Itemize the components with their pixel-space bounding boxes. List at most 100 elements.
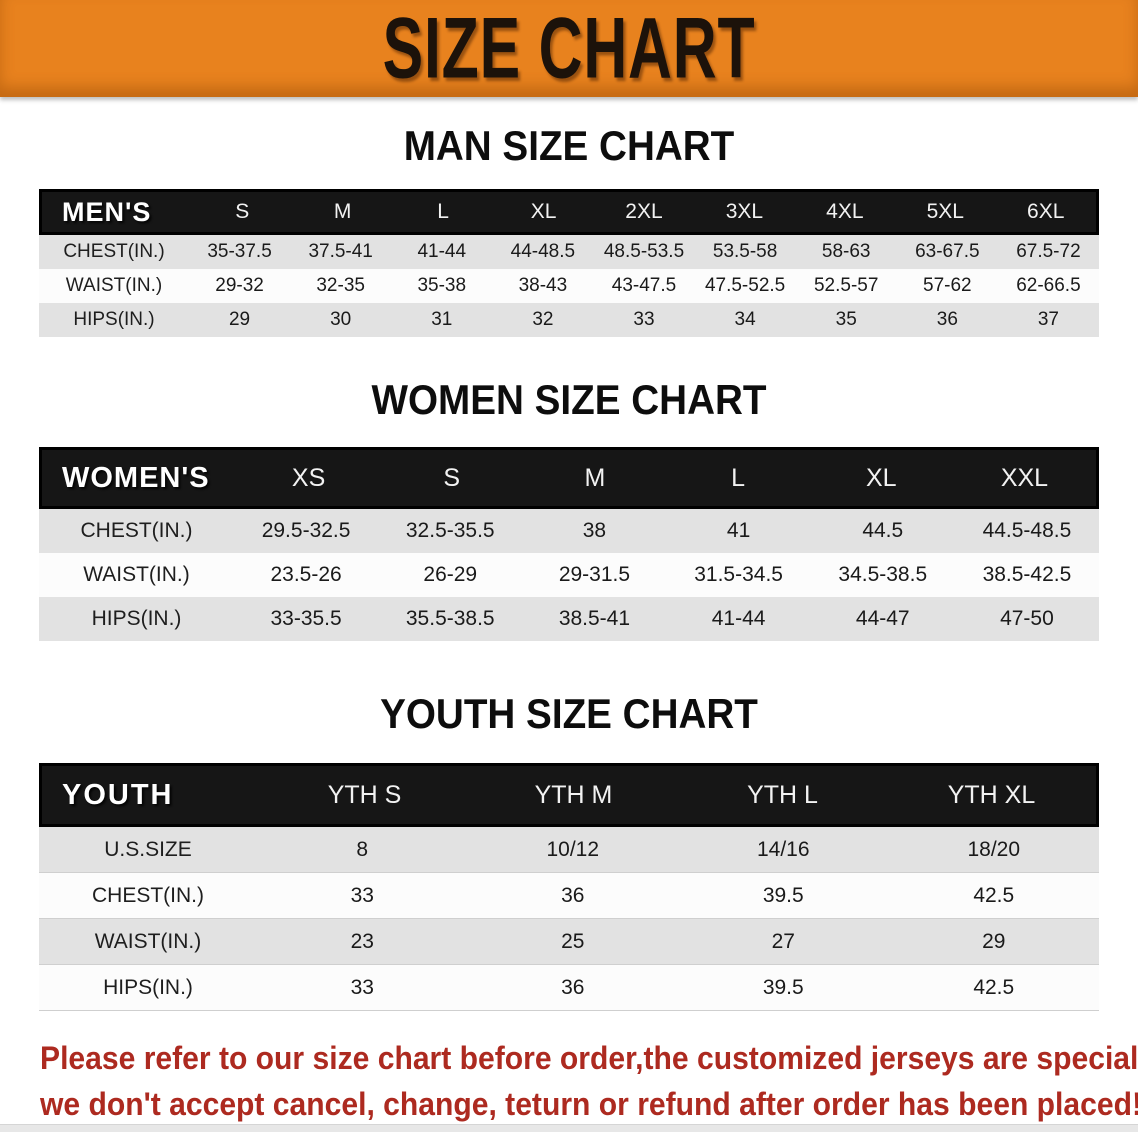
row-label: U.S.SIZE <box>104 837 192 861</box>
table-row: CHEST(IN.) 35-37.5 37.5-41 41-44 44-48.5 48.… <box>39 235 1099 269</box>
order-notice: Please refer to our size chart before or… <box>40 1035 1138 1127</box>
table-row: HIPS(IN.) 33-35.5 35.5-38.5 38.5-41 41-44 44… <box>39 597 1099 641</box>
size-column-header: XL <box>865 463 897 492</box>
size-value-cell: 39.5 <box>762 883 804 907</box>
size-value-cell: 58-63 <box>821 241 871 262</box>
size-value-cell: 29-31.5 <box>558 563 631 586</box>
row-values: 29-32 32-35 35-38 38-43 43-47.5 47.5-52.5 52.5… <box>189 275 1099 297</box>
size-value-cell: 29.5-32.5 <box>261 519 351 542</box>
row-values: 33-35.5 35.5-38.5 38.5-41 41-44 44-47 47-50 <box>234 607 1099 631</box>
size-value-cell: 62-66.5 <box>1016 275 1081 296</box>
size-value-cell: 33-35.5 <box>270 607 342 630</box>
women-table-header: WOMEN'S XS S M L XL XXL <box>39 447 1099 509</box>
size-value-cell: 38-43 <box>518 275 568 296</box>
size-value-cell: 53.5-58 <box>712 241 778 262</box>
size-value-cell: 44-47 <box>855 607 910 630</box>
size-value-cell: 18/20 <box>967 837 1021 861</box>
size-value-cell: 32.5-35.5 <box>405 519 495 542</box>
size-value-cell: 38.5-42.5 <box>982 563 1072 586</box>
row-values: 29.5-32.5 32.5-35.5 38 41 44.5 44.5-48.5 <box>234 519 1099 543</box>
row-label: WAIST(IN.) <box>65 275 163 296</box>
youth-table-header: YOUTH YTH S YTH M YTH L YTH XL <box>39 763 1099 827</box>
size-column-header: M <box>584 463 606 492</box>
size-column-header: YTH S <box>327 780 402 809</box>
order-notice-line1: Please refer to our size chart before or… <box>40 1040 1138 1076</box>
size-value-cell: 37.5-41 <box>308 241 373 262</box>
size-value-cell: 52.5-57 <box>813 275 879 296</box>
size-value-cell: 36 <box>561 975 585 999</box>
order-notice-line2: we don't accept cancel, change, teturn o… <box>40 1086 1138 1122</box>
size-value-cell: 29-32 <box>215 275 264 296</box>
women-size-columns: XS S M L XL XXL <box>237 464 1096 493</box>
size-column-header: 2XL <box>625 200 663 223</box>
size-value-cell: 41 <box>726 519 751 542</box>
row-values: 29 30 31 32 33 34 35 36 37 <box>189 309 1099 331</box>
size-value-cell: 67.5-72 <box>1016 241 1081 262</box>
size-value-cell: 42.5 <box>973 975 1015 999</box>
table-row: HIPS(IN.) 29 30 31 32 33 34 35 36 37 <box>39 303 1099 337</box>
size-value-cell: 33 <box>350 975 374 999</box>
man-table-header-label: MEN'S <box>62 196 152 227</box>
size-column-header: XS <box>291 463 326 492</box>
women-table-header-label: WOMEN'S <box>62 461 210 494</box>
size-value-cell: 35-38 <box>417 275 467 296</box>
size-value-cell: 23 <box>350 929 374 953</box>
size-value-cell: 33 <box>633 309 655 330</box>
size-value-cell: 34.5-38.5 <box>838 563 928 586</box>
size-value-cell: 30 <box>330 309 352 330</box>
table-row: U.S.SIZE 8 10/12 14/16 18/20 <box>39 827 1099 873</box>
size-value-cell: 38.5-41 <box>558 607 631 630</box>
size-value-cell: 23.5-26 <box>270 563 342 586</box>
women-size-table: WOMEN'S XS S M L XL XXL CHEST(IN.) 29.5-32.5 3… <box>39 447 1099 641</box>
youth-table-header-label: YOUTH <box>62 778 174 811</box>
size-column-header: XL <box>530 200 557 223</box>
size-value-cell: 27 <box>771 929 795 953</box>
size-value-cell: 32 <box>532 309 554 330</box>
size-value-cell: 41-44 <box>711 607 766 630</box>
size-value-cell: 29 <box>982 929 1006 953</box>
size-value-cell: 36 <box>936 309 958 330</box>
row-values: 33 36 39.5 42.5 <box>257 884 1099 908</box>
size-value-cell: 43-47.5 <box>611 275 677 296</box>
size-value-cell: 35-37.5 <box>207 241 272 262</box>
banner-title: SIZE CHART <box>382 0 756 97</box>
size-column-header: YTH M <box>534 780 613 809</box>
row-label: CHEST(IN.) <box>80 519 193 542</box>
size-value-cell: 44.5 <box>862 519 904 542</box>
row-values: 33 36 39.5 42.5 <box>257 976 1099 1000</box>
size-value-cell: 35 <box>835 309 857 330</box>
table-row: CHEST(IN.) 33 36 39.5 42.5 <box>39 873 1099 919</box>
row-values: 23 25 27 29 <box>257 930 1099 954</box>
man-table-header: MEN'S S M L XL 2XL 3XL 4XL 5XL 6XL <box>39 189 1099 235</box>
row-values: 8 10/12 14/16 18/20 <box>257 838 1099 862</box>
row-label: HIPS(IN.) <box>73 309 155 330</box>
row-label: WAIST(IN.) <box>94 929 202 953</box>
row-label: WAIST(IN.) <box>83 563 190 586</box>
size-column-header: YTH L <box>747 780 818 809</box>
size-value-cell: 48.5-53.5 <box>603 241 685 262</box>
youth-size-table: YOUTH YTH S YTH M YTH L YTH XL U.S.SIZE 8 10… <box>39 763 1099 1011</box>
row-label: CHEST(IN.) <box>63 241 165 262</box>
size-value-cell: 42.5 <box>973 883 1015 907</box>
size-value-cell: 29 <box>228 309 251 330</box>
size-value-cell: 44-48.5 <box>510 241 576 262</box>
size-value-cell: 32-35 <box>316 275 365 296</box>
size-column-header: S <box>443 463 461 492</box>
man-section-title: MAN SIZE CHART <box>403 122 735 169</box>
man-size-table: MEN'S S M L XL 2XL 3XL 4XL 5XL 6XL CHEST(IN.) 35… <box>39 189 1099 337</box>
size-value-cell: 34 <box>734 309 756 330</box>
size-value-cell: 39.5 <box>762 975 804 999</box>
women-section-title: WOMEN SIZE CHART <box>371 376 767 423</box>
size-column-header: 6XL <box>1027 200 1065 223</box>
size-value-cell: 10/12 <box>546 837 600 861</box>
table-row: WAIST(IN.) 23.5-26 26-29 29-31.5 31.5-34.5 3… <box>39 553 1099 597</box>
size-column-header: S <box>235 200 250 223</box>
size-column-header: L <box>437 200 449 223</box>
size-value-cell: 33 <box>350 883 374 907</box>
size-value-cell: 63-67.5 <box>915 241 980 262</box>
size-value-cell: 41-44 <box>417 241 467 262</box>
size-value-cell: 57-62 <box>923 275 972 296</box>
row-values: 35-37.5 37.5-41 41-44 44-48.5 48.5-53.5 53.5-… <box>189 241 1099 263</box>
size-value-cell: 35.5-38.5 <box>405 607 495 630</box>
size-value-cell: 36 <box>561 883 585 907</box>
